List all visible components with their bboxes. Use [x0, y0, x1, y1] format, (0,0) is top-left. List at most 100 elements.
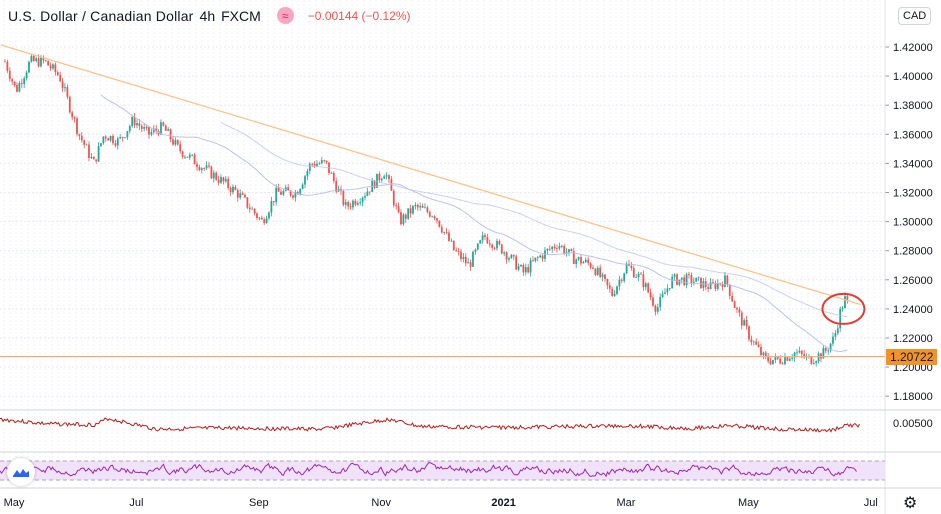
candle-down: [112, 136, 114, 144]
candle-up: [205, 165, 208, 169]
interval[interactable]: 4h: [199, 7, 216, 24]
candle-up: [431, 216, 434, 218]
candle-down: [604, 274, 606, 279]
candle-down: [104, 136, 107, 139]
candle-up: [344, 202, 347, 205]
candle-up: [822, 348, 825, 359]
candle-up: [520, 264, 522, 267]
candle-down: [541, 255, 544, 259]
candle-down: [20, 82, 23, 84]
candle-down: [66, 87, 69, 97]
candle-down: [335, 180, 338, 192]
candle-up: [424, 207, 426, 209]
candle-up: [844, 296, 846, 309]
candle-down: [164, 125, 167, 131]
y-tick-label: 1.24000: [893, 304, 933, 316]
candle-up: [30, 55, 33, 62]
candle-up: [709, 282, 712, 289]
candle-up: [232, 186, 234, 193]
candle-up: [188, 154, 191, 158]
candle-down: [810, 356, 813, 364]
candle-up: [116, 138, 119, 146]
x-tick-label: Jul: [864, 497, 878, 509]
candle-up: [762, 352, 765, 356]
candle-down: [690, 275, 693, 283]
candle-down: [455, 250, 458, 252]
candle-down: [563, 245, 566, 254]
candle-down: [728, 284, 731, 296]
trendline: [0, 44, 861, 306]
tradingview-logo-icon[interactable]: [7, 458, 35, 486]
candle-down: [764, 352, 767, 357]
candle-down: [256, 213, 258, 218]
candle-up: [479, 240, 482, 244]
candle-up: [128, 125, 131, 132]
candle-down: [114, 143, 117, 146]
candle-up: [625, 263, 628, 274]
exchange: FXCM: [221, 7, 261, 24]
candle-down: [234, 186, 237, 191]
candle-up: [109, 136, 112, 141]
candle-up: [184, 156, 186, 158]
candle-up: [462, 256, 465, 260]
candle-up: [102, 136, 105, 144]
indicator-2-line: [0, 461, 857, 478]
candle-down: [440, 226, 443, 233]
currency-button[interactable]: CAD: [898, 7, 932, 25]
candle-down: [248, 207, 251, 210]
candle-down: [493, 247, 496, 249]
candle-up: [136, 123, 138, 126]
settings-gear-icon[interactable]: ⚙: [903, 495, 918, 512]
candle-down: [92, 156, 95, 160]
candle-down: [748, 326, 750, 340]
candle-up: [212, 172, 215, 179]
candle-down: [404, 214, 407, 219]
candle-down: [731, 295, 734, 302]
candle-down: [457, 251, 460, 252]
candle-down: [73, 117, 76, 119]
candle-down: [42, 57, 45, 61]
candle-up: [385, 175, 388, 177]
candle-up: [656, 307, 659, 312]
candle-down: [11, 79, 14, 82]
candle-down: [740, 312, 743, 326]
candle-up: [539, 255, 542, 258]
price-change: −0.00144 (−0.12%): [307, 8, 411, 23]
candle-down: [572, 250, 575, 264]
candle-up: [376, 173, 378, 188]
candle-up: [673, 274, 676, 277]
candle-down: [210, 166, 213, 179]
candle-down: [378, 173, 381, 181]
candle-up: [752, 341, 755, 343]
candle-up: [685, 274, 688, 286]
candle-down: [527, 267, 530, 273]
candle-up: [496, 240, 498, 249]
candle-up: [524, 267, 527, 273]
candle-up: [661, 293, 664, 298]
candle-down: [505, 252, 508, 260]
candle-up: [841, 308, 844, 309]
candle-down: [68, 96, 71, 113]
y-tick-label: 1.42000: [893, 42, 933, 54]
candle-down: [59, 75, 62, 82]
candle-down: [289, 190, 292, 196]
candle-up: [414, 204, 417, 206]
candle-up: [167, 129, 170, 131]
candle-down: [599, 267, 602, 277]
candle-down: [37, 58, 40, 67]
candle-down: [332, 173, 335, 181]
candle-up: [356, 202, 359, 205]
candle-up: [200, 168, 203, 171]
candle-down: [133, 116, 136, 126]
candle-down: [776, 356, 779, 359]
compare-icon[interactable]: ≈: [276, 7, 294, 24]
candle-up: [40, 57, 42, 67]
candle-down: [83, 140, 86, 145]
candle-up: [152, 128, 155, 133]
candle-up: [601, 274, 604, 277]
candle-up: [124, 137, 126, 139]
candle-up: [419, 206, 422, 208]
candle-down: [325, 160, 328, 163]
symbol-name[interactable]: U.S. Dollar / Canadian Dollar: [8, 7, 194, 24]
